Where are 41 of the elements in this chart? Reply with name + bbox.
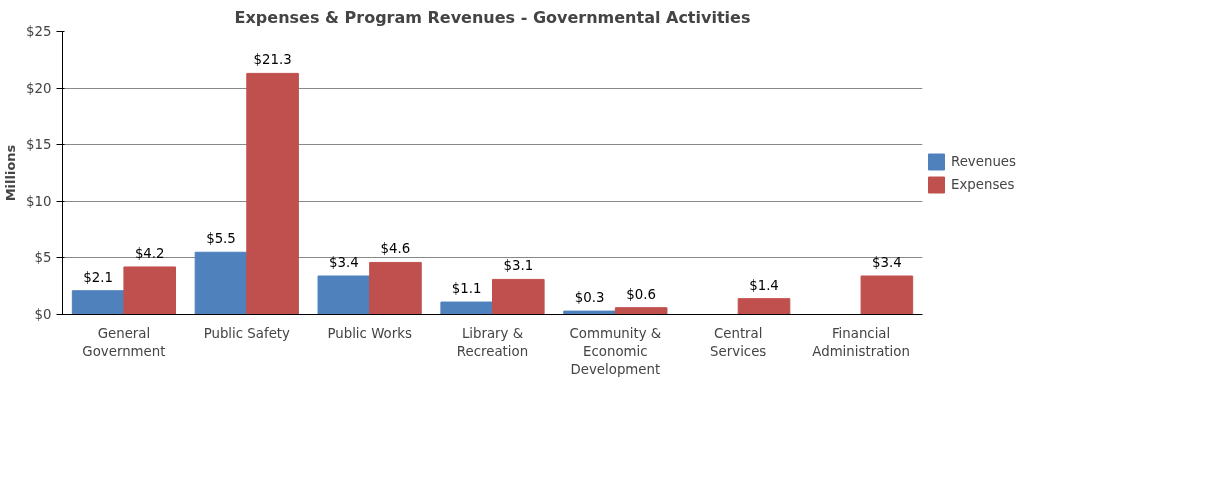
bar bbox=[492, 278, 545, 315]
y-axis-title: Millions bbox=[3, 144, 19, 202]
y-tick-label: $15 bbox=[26, 137, 52, 153]
x-tick-label: Community & Economic Development bbox=[569, 325, 662, 377]
y-tick-label: $0 bbox=[34, 307, 52, 322]
x-tick-label: Public Works bbox=[327, 325, 412, 341]
bar bbox=[194, 251, 248, 315]
y-tick-label: $10 bbox=[26, 193, 52, 209]
data-label: $1.1 bbox=[451, 281, 482, 297]
x-tick-label: Public Safety bbox=[203, 325, 291, 341]
chart-title: Expenses & Program Revenues - Governmental Activities bbox=[234, 7, 751, 27]
data-label: $1.4 bbox=[749, 277, 779, 293]
data-label: $0.6 bbox=[626, 286, 657, 302]
x-tick-label: General Government bbox=[82, 325, 166, 359]
bar bbox=[440, 301, 493, 315]
bar bbox=[123, 266, 177, 315]
legend-label: Expenses bbox=[951, 176, 1015, 192]
x-tick-label: Central Services bbox=[710, 325, 767, 359]
bar bbox=[317, 275, 371, 315]
bar bbox=[563, 310, 616, 315]
legend-label: Revenues bbox=[951, 153, 1016, 169]
data-label: $5.5 bbox=[206, 231, 236, 247]
data-label: $4.6 bbox=[380, 241, 411, 257]
data-label: $4.2 bbox=[134, 245, 165, 261]
bar bbox=[71, 290, 125, 315]
y-tick-label: $5 bbox=[34, 250, 52, 266]
data-label: $3.4 bbox=[872, 255, 902, 271]
data-label: $3.4 bbox=[329, 255, 359, 271]
bar bbox=[369, 261, 422, 315]
y-tick-label: $25 bbox=[26, 24, 52, 39]
bar bbox=[614, 307, 668, 315]
bar bbox=[860, 275, 914, 315]
data-label: $0.3 bbox=[574, 290, 605, 306]
x-tick-label: Library & Recreation bbox=[456, 325, 529, 359]
data-label: $3.1 bbox=[503, 258, 534, 274]
y-tick-label: $20 bbox=[26, 80, 52, 96]
bar bbox=[737, 298, 791, 315]
data-label: $2.1 bbox=[83, 269, 113, 285]
bar bbox=[246, 72, 299, 315]
data-label: $21.3 bbox=[253, 52, 292, 68]
x-tick-label: Financial Administration bbox=[812, 325, 910, 359]
